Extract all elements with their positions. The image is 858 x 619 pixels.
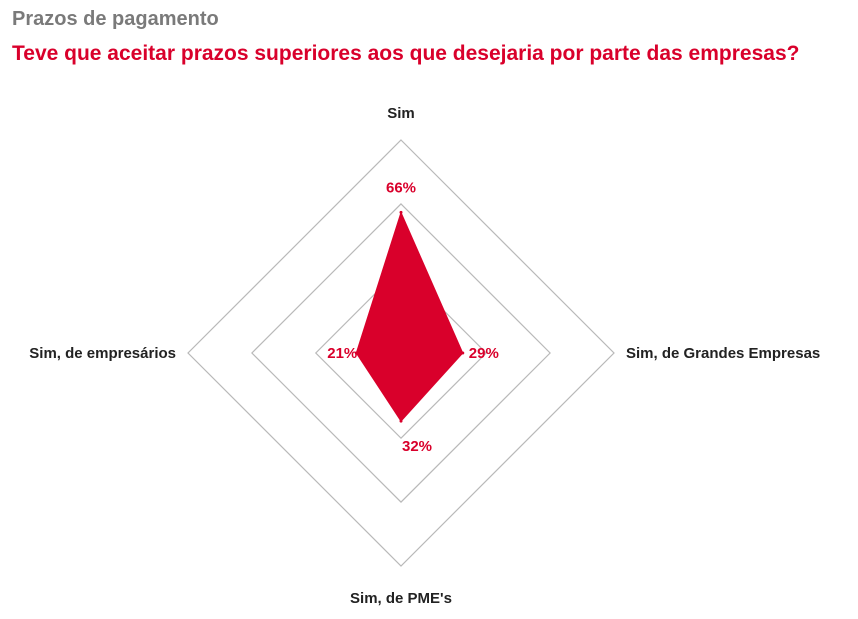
data-point-2 [461,351,465,355]
value-label-2: 29% [469,345,499,362]
axis-label-4: Sim, de empresários [29,345,176,362]
grid-ring-1 [314,266,488,440]
data-point-1 [399,210,403,214]
data-point-3 [399,419,403,423]
grid-ring-2 [251,203,551,503]
value-label-4: 21% [327,345,357,362]
radar-series [354,210,465,423]
value-label-1: 66% [386,179,416,196]
radar-grid [187,139,615,567]
axis-labels: Sim Sim, de Grandes Empresas Sim, de PME's… [29,105,820,607]
axis-label-3: Sim, de PME's [350,590,452,607]
chart-supertitle: Prazos de pagamento [12,8,219,30]
series-area [355,211,464,422]
data-point-4 [354,351,358,355]
grid-ring-3 [187,139,615,567]
value-label-3: 32% [402,438,432,455]
axis-label-1: Sim [387,105,415,122]
chart-title: Teve que aceitar prazos superiores aos q… [12,42,800,65]
axis-label-2: Sim, de Grandes Empresas [626,345,820,362]
value-labels: 66% 29% 32% 21% [327,179,499,455]
